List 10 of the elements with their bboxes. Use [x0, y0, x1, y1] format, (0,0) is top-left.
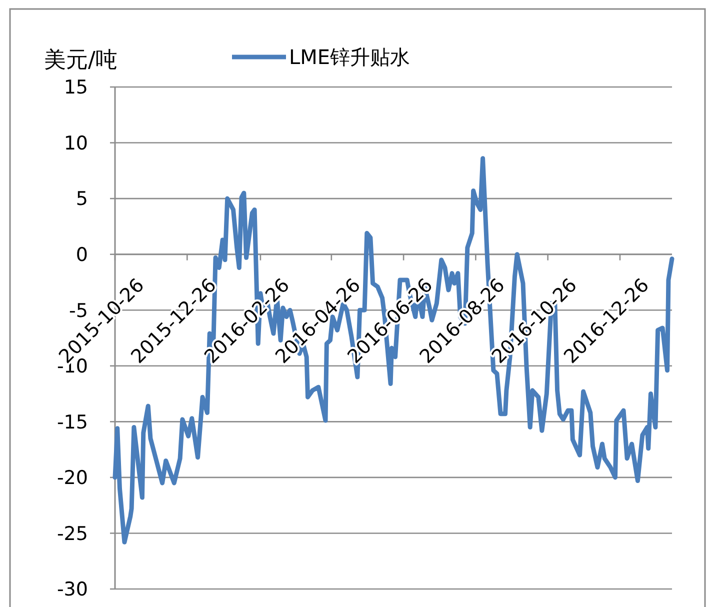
y-tick-label: 0 — [76, 244, 88, 266]
y-tick-label: -30 — [56, 578, 88, 601]
y-tick-label: 15 — [64, 76, 88, 99]
y-tick-label: -15 — [56, 411, 88, 434]
y-tick-label: 10 — [64, 132, 88, 154]
legend-label: LME锌升贴水 — [289, 45, 410, 69]
y-tick-label: 5 — [76, 188, 88, 210]
y-axis-title: 美元/吨 — [44, 48, 118, 73]
y-tick-label: -20 — [56, 467, 88, 490]
y-tick-label: -25 — [56, 522, 88, 545]
